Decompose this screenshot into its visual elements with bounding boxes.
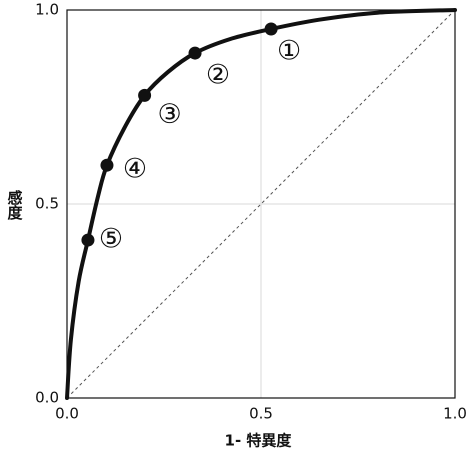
y-tick-label: 0.0 <box>35 389 59 407</box>
cutoff-point <box>81 233 95 247</box>
cutoff-point <box>188 46 202 60</box>
y-axis-label: 感度 <box>6 189 24 221</box>
cutoff-point <box>264 22 278 36</box>
plot-frame <box>66 9 456 399</box>
x-axis-label: 1- 特異度 <box>225 432 293 450</box>
point-label: ⑤ <box>99 224 123 255</box>
point-label: ① <box>277 36 301 67</box>
y-tick-label: 0.5 <box>35 195 59 213</box>
y-tick-label: 1.0 <box>35 1 59 19</box>
reference-line <box>66 9 456 399</box>
x-tick-label: 1.0 <box>443 405 467 423</box>
point-label: ② <box>206 60 230 91</box>
x-tick-label: 0.5 <box>249 405 273 423</box>
cutoff-point <box>100 158 114 172</box>
cutoff-point <box>138 88 152 102</box>
x-tick-label: 0.0 <box>55 405 79 423</box>
point-label: ③ <box>157 99 181 130</box>
point-label: ④ <box>123 154 147 185</box>
